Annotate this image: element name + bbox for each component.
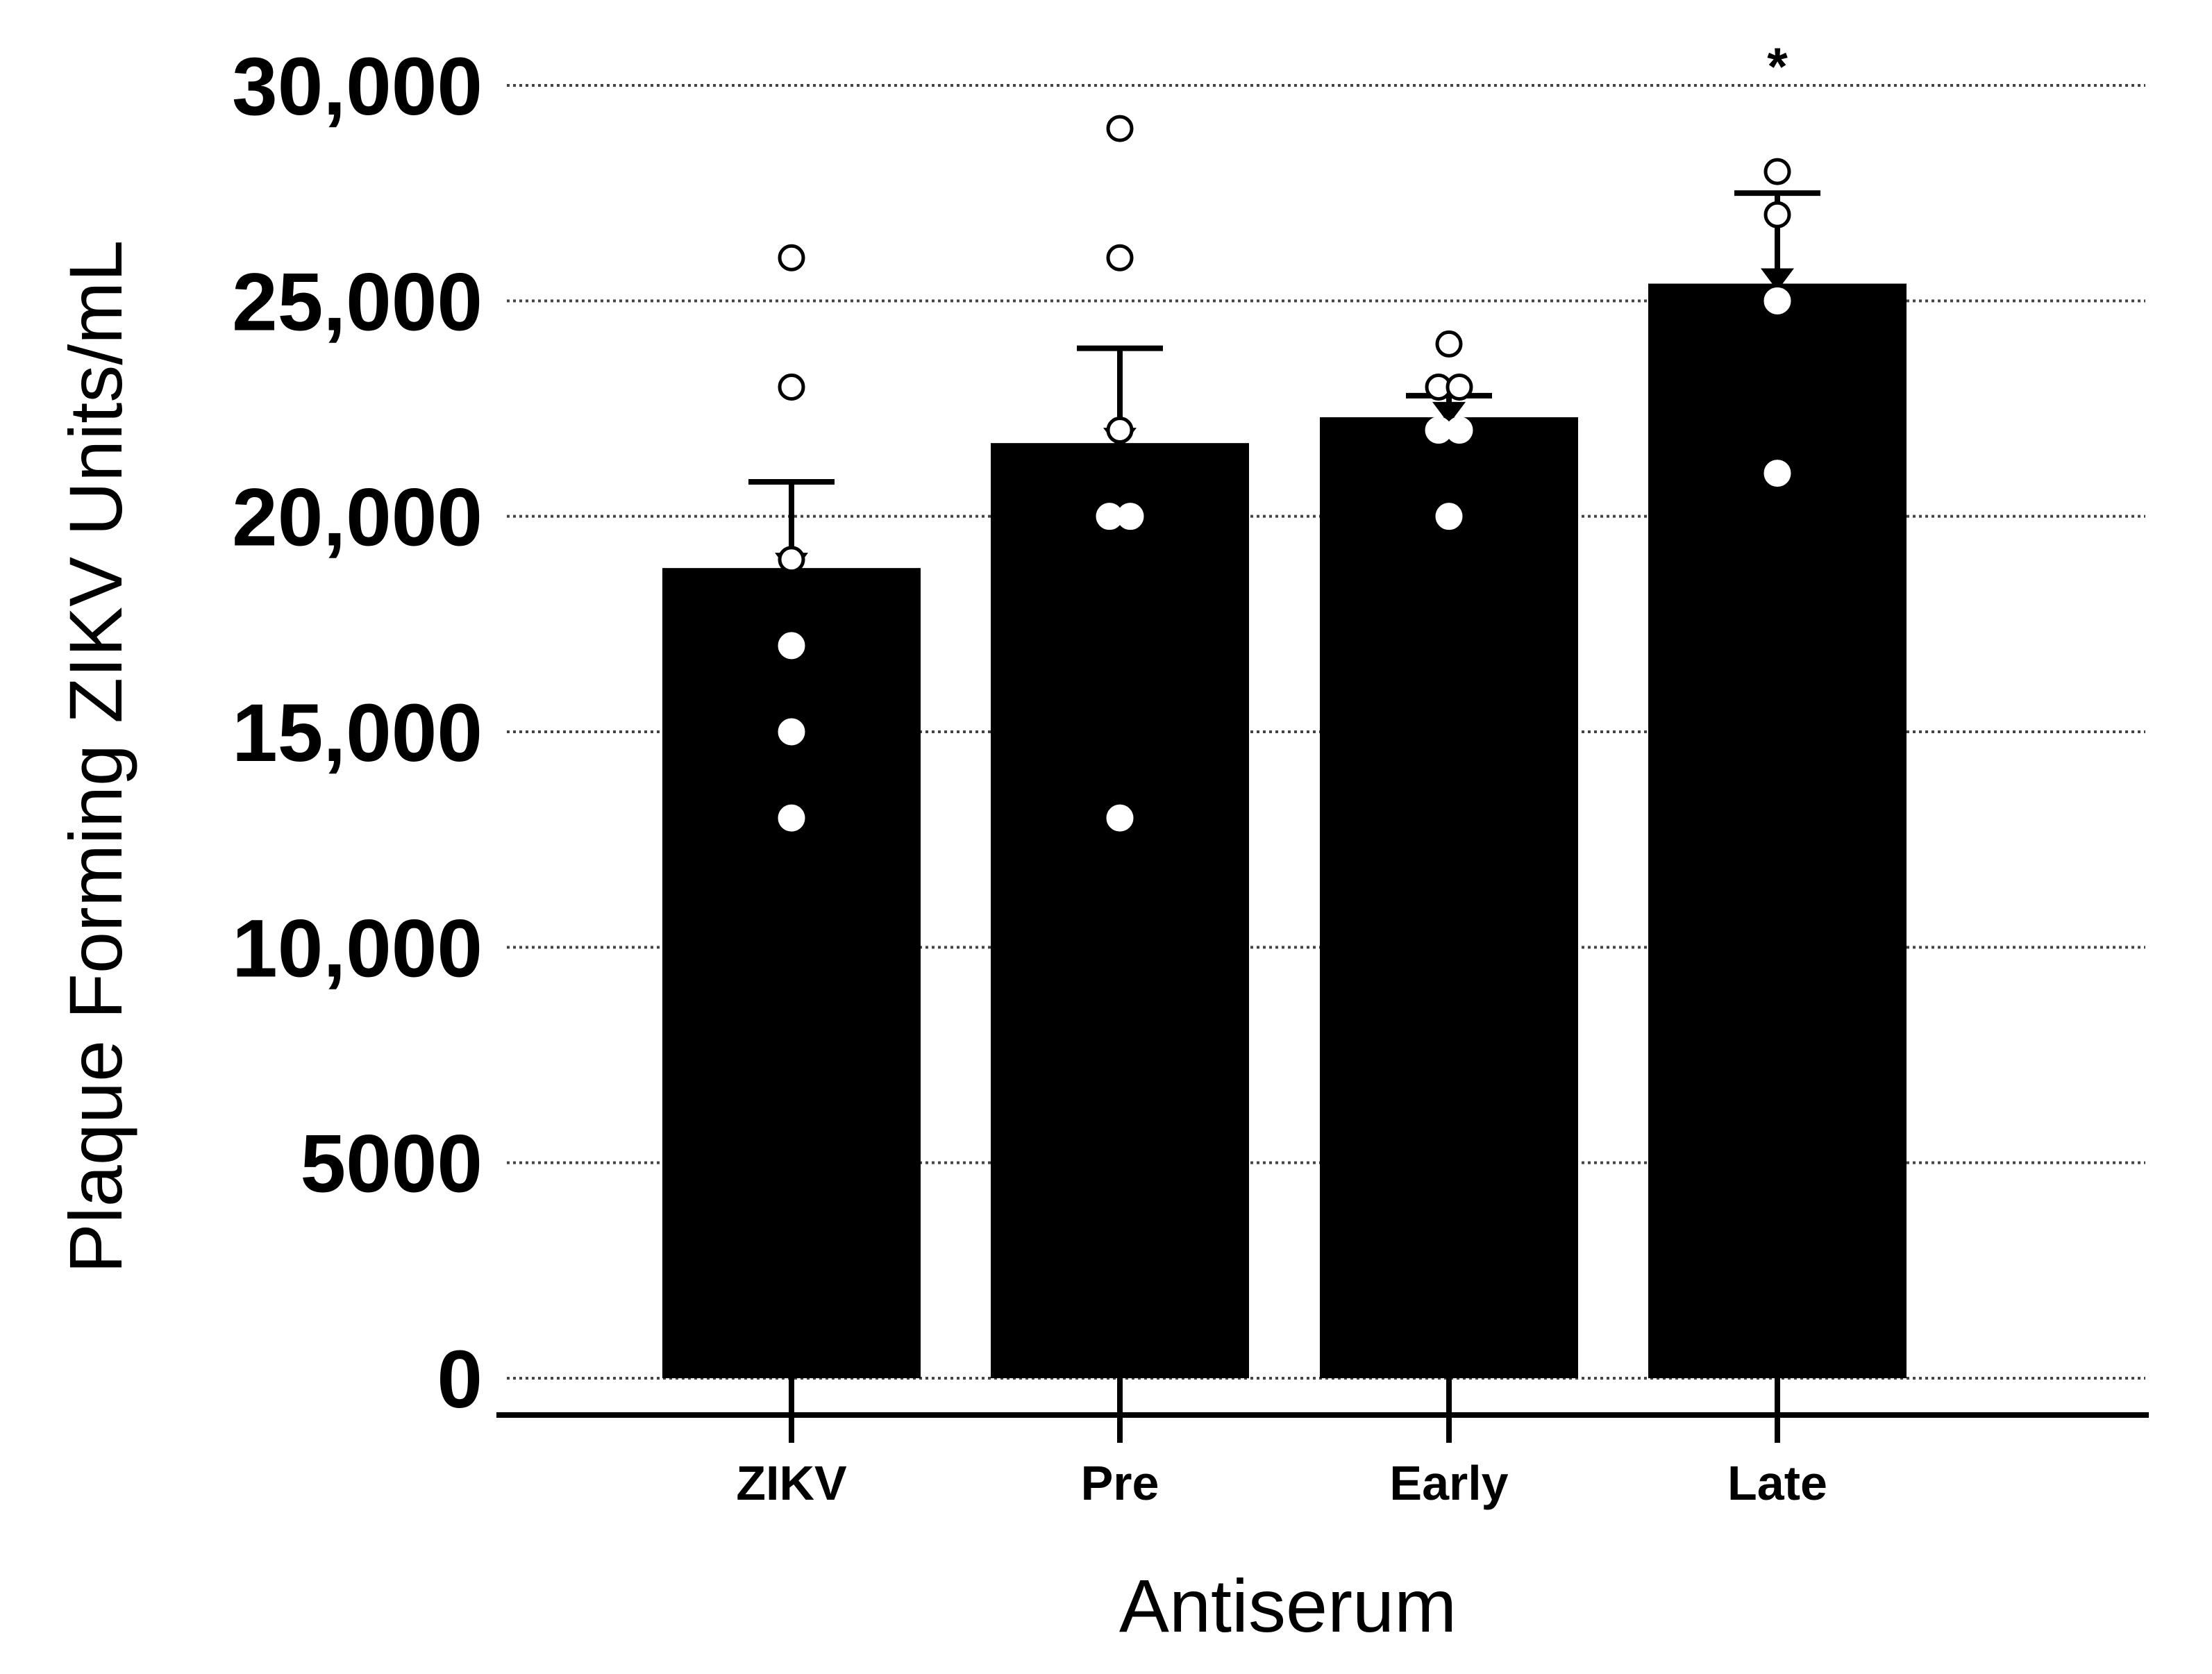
bar-late	[1648, 283, 1907, 1379]
data-point-pre-5	[1106, 804, 1134, 832]
data-point-zikv-4	[778, 718, 805, 746]
data-point-late-1	[1763, 201, 1791, 228]
y-tick-label-10000: 10,000	[232, 903, 483, 994]
x-axis	[496, 1378, 2149, 1443]
significance-marker-late: *	[1767, 37, 1788, 97]
bar-zikv	[662, 568, 921, 1378]
data-point-zikv-2	[778, 546, 805, 574]
data-point-zikv-5	[778, 804, 805, 832]
y-tick-labels: 0 5000 10,000 15,000 20,000 25,000 30,000	[232, 41, 483, 1425]
data-points	[778, 115, 1791, 832]
data-point-late-3	[1763, 460, 1791, 487]
bar-pre	[991, 443, 1249, 1378]
x-axis-title: Antiserum	[1119, 1564, 1457, 1648]
annotations: *	[1767, 37, 1788, 97]
data-point-pre-0	[1106, 115, 1134, 142]
data-point-pre-4	[1116, 503, 1144, 530]
data-point-pre-2	[1106, 417, 1134, 444]
x-tick-label-zikv: ZIKV	[736, 1456, 847, 1510]
y-axis-title: Plaque Forming ZIKV Units/mL	[53, 240, 137, 1274]
bar-early	[1320, 417, 1578, 1378]
y-tick-label-0: 0	[437, 1334, 483, 1425]
y-tick-label-15000: 15,000	[232, 687, 483, 779]
y-tick-label-5000: 5000	[300, 1119, 483, 1210]
x-tick-label-early: Early	[1389, 1456, 1508, 1510]
data-point-zikv-1	[778, 373, 805, 401]
x-tick-labels: ZIKV Pre Early Late	[736, 1456, 1827, 1510]
y-tick-label-30000: 30,000	[232, 41, 483, 133]
data-point-early-4	[1446, 417, 1473, 444]
data-point-late-2	[1763, 287, 1791, 315]
bars	[662, 190, 1907, 1379]
data-point-early-0	[1435, 330, 1463, 358]
data-point-early-2	[1446, 373, 1473, 401]
x-tick-label-late: Late	[1727, 1456, 1827, 1510]
mean-marker-early	[1432, 401, 1466, 424]
data-point-early-5	[1435, 503, 1463, 530]
data-point-zikv-3	[778, 632, 805, 660]
x-tick-label-pre: Pre	[1081, 1456, 1159, 1510]
data-point-late-0	[1763, 158, 1791, 185]
data-point-zikv-0	[778, 244, 805, 271]
y-tick-label-25000: 25,000	[232, 256, 483, 348]
data-point-pre-1	[1106, 244, 1134, 271]
y-tick-label-20000: 20,000	[232, 472, 483, 564]
mean-marker-late	[1761, 268, 1794, 291]
